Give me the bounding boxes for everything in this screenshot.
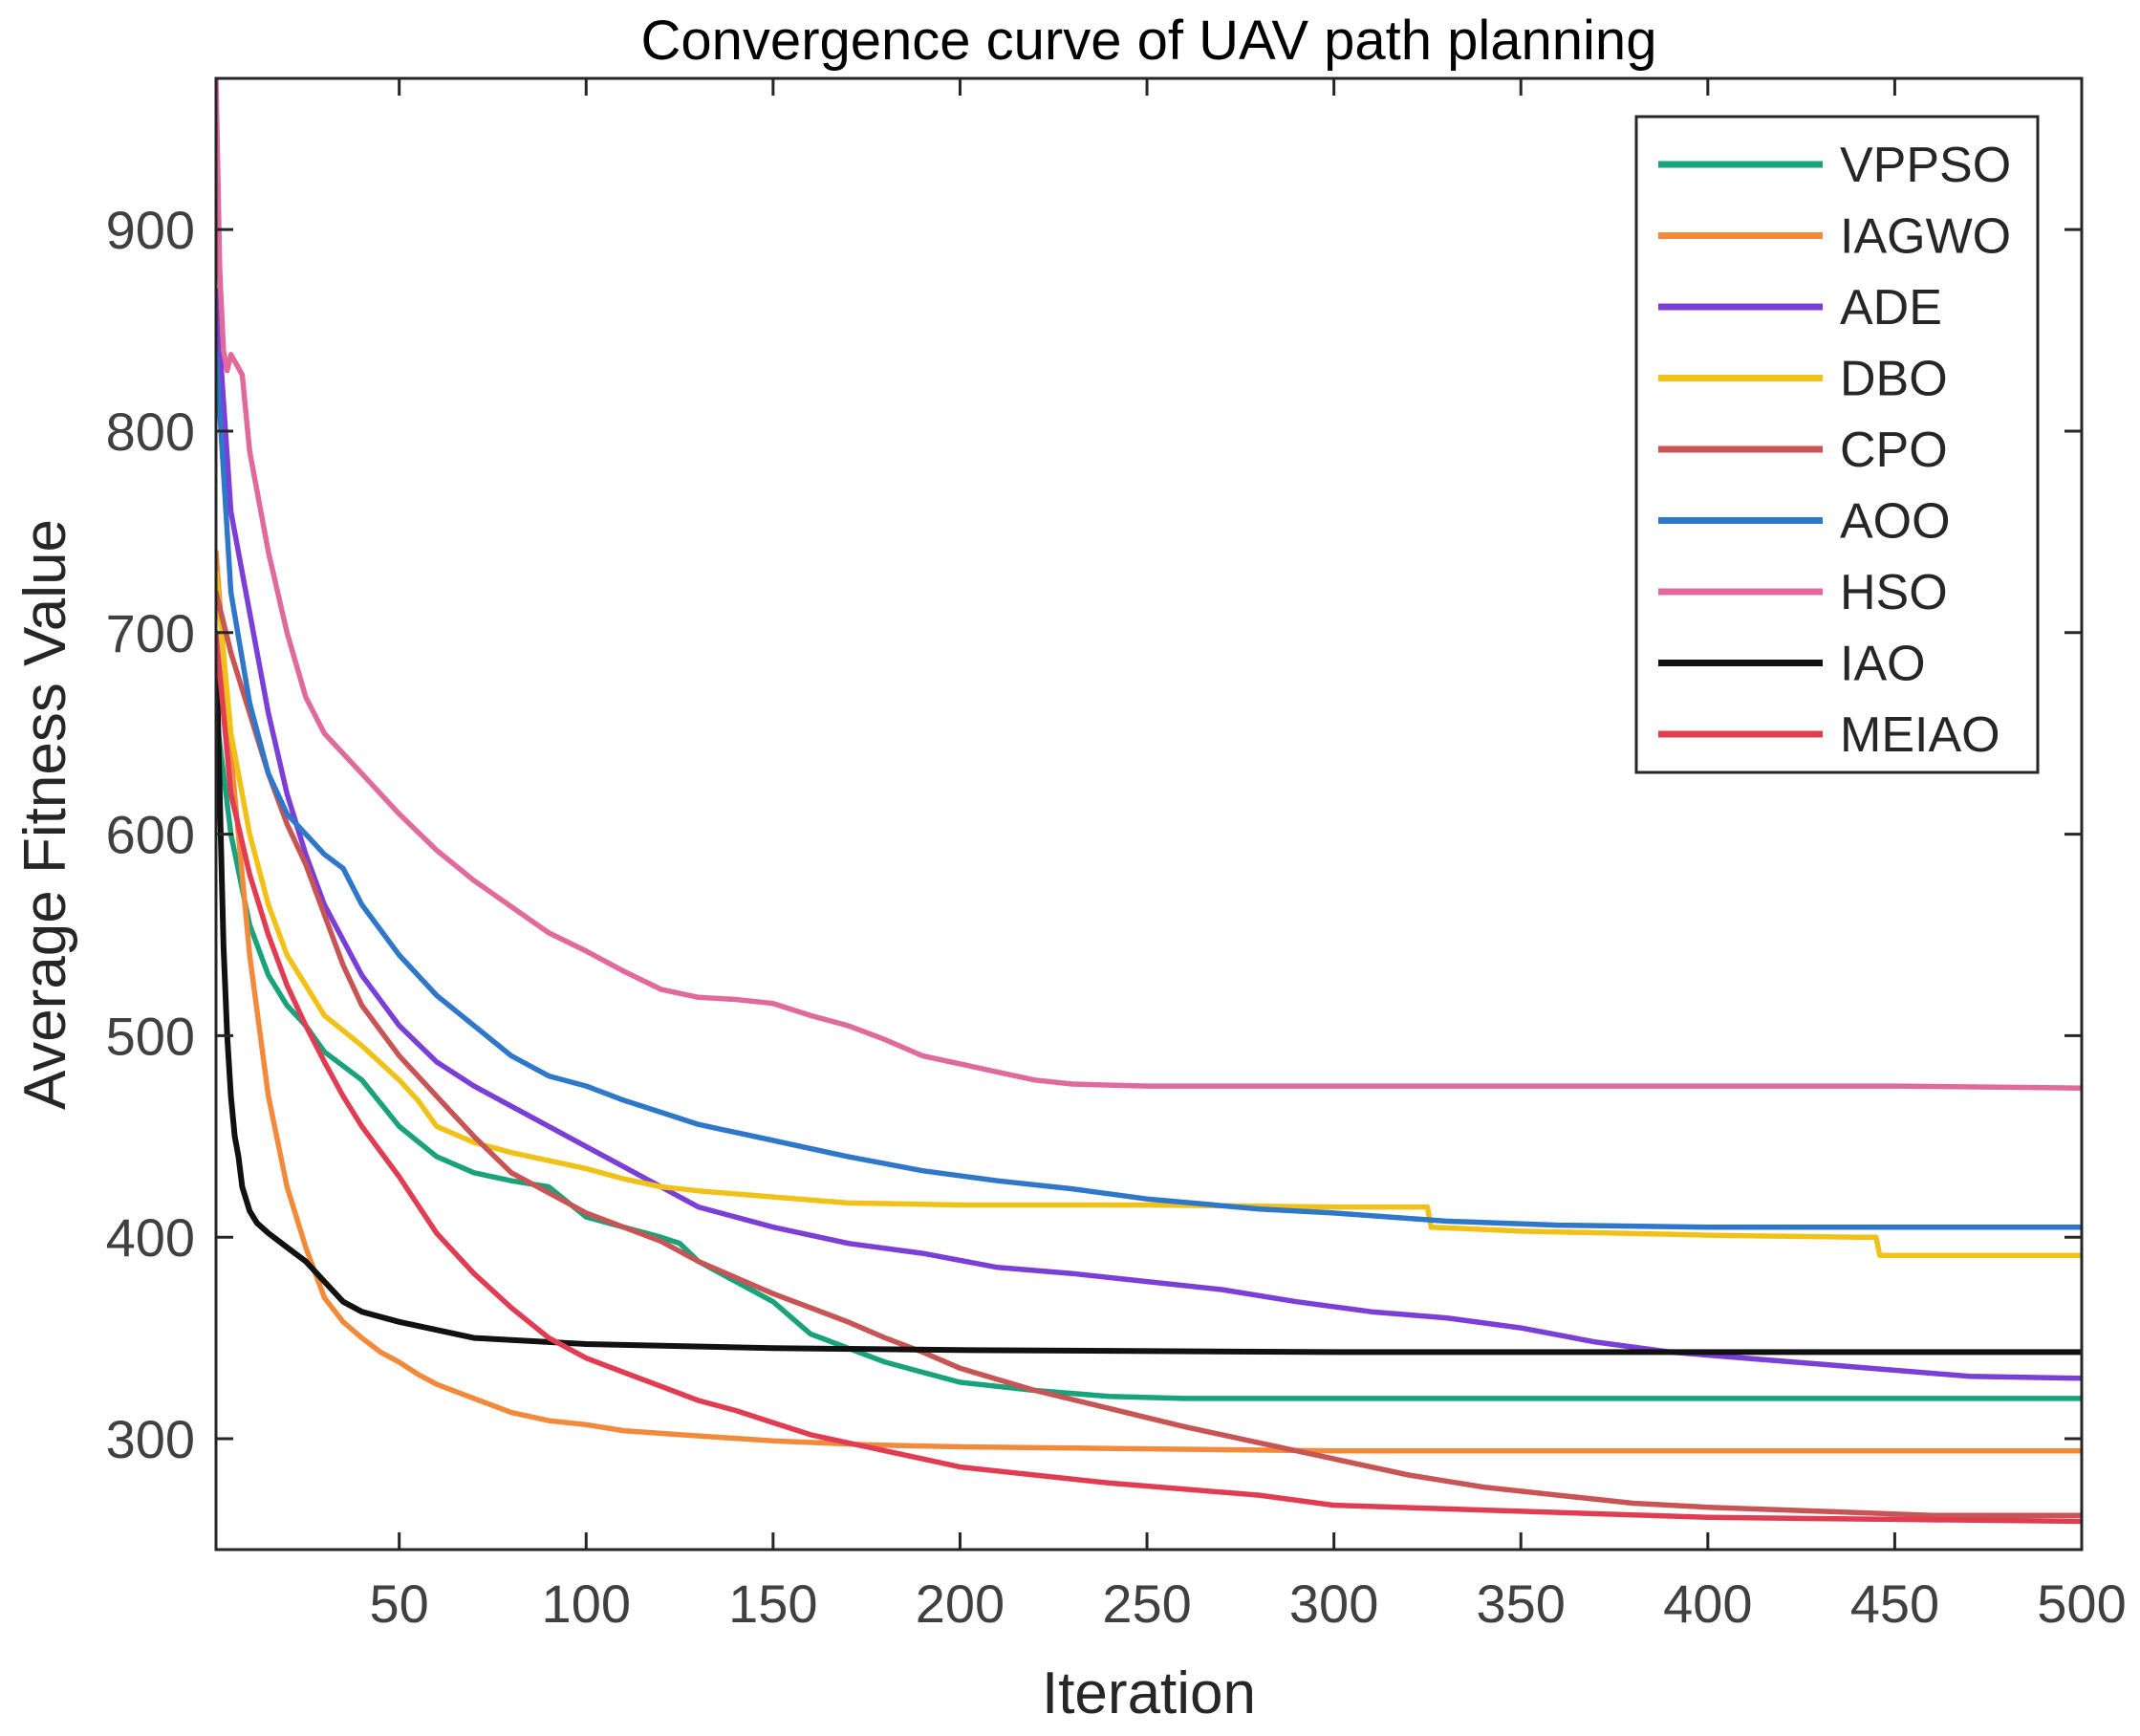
y-tick-label: 900 <box>106 200 195 260</box>
x-tick-label: 50 <box>370 1573 429 1634</box>
legend-label-hso: HSO <box>1840 565 1948 620</box>
legend-label-dbo: DBO <box>1840 352 1948 407</box>
legend-items: VPPSO IAGWO ADE DBO CPO AOO HSO IAO MEIAO <box>1658 138 2011 763</box>
y-tick-label: 700 <box>106 603 195 663</box>
legend-label-meiao: MEIAO <box>1840 707 2000 763</box>
x-tick-label: 350 <box>1477 1573 1566 1634</box>
series-line-iao <box>216 629 2082 1356</box>
legend: VPPSO IAGWO ADE DBO CPO AOO HSO IAO MEIAO <box>1634 115 2040 774</box>
series-line-dbo <box>216 569 2082 1258</box>
y-tick-label: 500 <box>106 1006 195 1066</box>
y-axis-title: Average Fitness Value <box>12 519 78 1110</box>
y-tick-label: 400 <box>106 1207 195 1268</box>
x-tick-label: 250 <box>1102 1573 1191 1634</box>
axis-ticks: 50 100 150 200 250 300 350 400 450 500 300 400 500 60… <box>106 78 2127 1634</box>
axes-frame <box>214 76 2084 1552</box>
legend-label-aoo: AOO <box>1840 494 1951 550</box>
series-line-aoo <box>216 347 2082 1230</box>
x-tick-label: 400 <box>1663 1573 1752 1634</box>
legend-label-vppso: VPPSO <box>1840 138 2011 193</box>
legend-label-iagwo: IAGWO <box>1840 209 2011 265</box>
series-line-meiao <box>216 630 2082 1525</box>
y-tick-label: 300 <box>106 1409 195 1469</box>
x-tick-label: 450 <box>1850 1573 1939 1634</box>
legend-label-ade: ADE <box>1840 280 1942 336</box>
series-line-iagwo <box>216 549 2082 1454</box>
x-tick-label: 500 <box>2037 1573 2126 1634</box>
y-tick-label: 600 <box>106 805 195 865</box>
legend-label-iao: IAO <box>1840 637 1926 692</box>
series-line-hso <box>216 78 2082 1091</box>
series-lines <box>216 78 2082 1525</box>
x-tick-label: 300 <box>1289 1573 1378 1634</box>
x-tick-label: 100 <box>542 1573 631 1634</box>
chart-title: Convergence curve of UAV path planning <box>641 10 1657 72</box>
series-line-ade <box>216 287 2082 1381</box>
y-tick-label: 800 <box>106 401 195 462</box>
x-axis-title: Iteration <box>1042 1660 1256 1726</box>
x-tick-label: 150 <box>728 1573 817 1634</box>
x-tick-label: 200 <box>916 1573 1005 1634</box>
series-line-cpo <box>216 589 2082 1518</box>
legend-label-cpo: CPO <box>1840 423 1948 478</box>
